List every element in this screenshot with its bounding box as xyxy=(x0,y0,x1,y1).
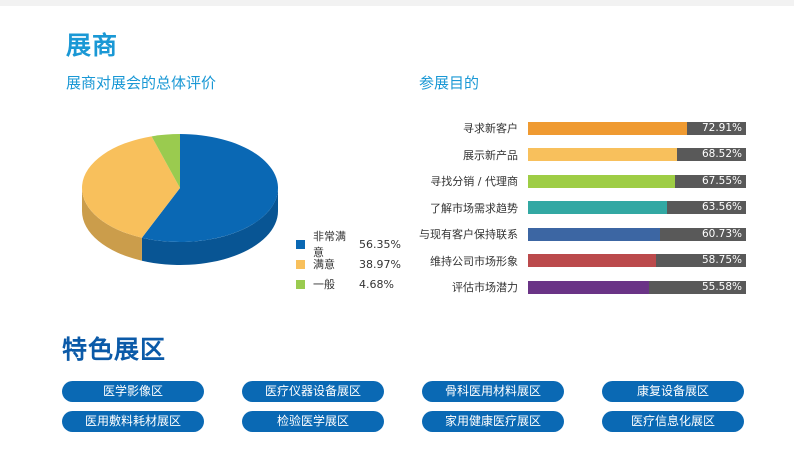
bar-row: 维持公司市场形象 58.75% xyxy=(408,251,758,271)
zone-pill[interactable]: 医用敷料耗材展区 xyxy=(62,411,204,432)
zone-pill[interactable]: 医疗信息化展区 xyxy=(602,411,744,432)
bar-track: 58.75% xyxy=(528,254,746,267)
legend-swatch xyxy=(296,279,305,289)
pie-slice-side xyxy=(141,188,278,265)
bar-fill xyxy=(528,201,667,214)
legend-label: 一般 xyxy=(313,278,335,291)
top-divider xyxy=(0,0,794,6)
bar-value: 67.55% xyxy=(701,174,742,187)
bar-track: 68.52% xyxy=(528,148,746,161)
zone-pill[interactable]: 康复设备展区 xyxy=(602,381,744,402)
legend-item: 非常满意 56.35% xyxy=(296,230,401,259)
bar-label: 与现有客户保持联系 xyxy=(419,228,518,241)
bar-row: 评估市场潜力 55.58% xyxy=(408,277,758,297)
bar-value: 72.91% xyxy=(701,121,742,134)
legend-label: 非常满意 xyxy=(313,230,346,259)
bar-value: 60.73% xyxy=(701,227,742,240)
pie-slice xyxy=(141,134,278,242)
pie-slice xyxy=(151,134,180,188)
bar-fill xyxy=(528,254,657,267)
legend-value: 38.97% xyxy=(359,257,401,271)
bar-chart-title: 参展目的 xyxy=(419,74,480,92)
bar-value: 58.75% xyxy=(701,254,742,266)
bar-label: 了解市场需求趋势 xyxy=(430,201,518,215)
bar-value: 55.58% xyxy=(701,280,742,293)
pie-chart-title: 展商对展会的总体评价 xyxy=(66,74,217,92)
bar-label: 维持公司市场形象 xyxy=(430,254,518,268)
zone-pill[interactable]: 家用健康医疗展区 xyxy=(422,411,564,432)
bar-row: 寻求新客户 72.91% xyxy=(408,118,758,138)
bar-track: 55.58% xyxy=(528,280,746,294)
bar-row: 寻找分销 / 代理商 67.55% xyxy=(408,171,758,191)
legend-item: 一般 4.68% xyxy=(296,274,401,294)
legend-value: 4.68% xyxy=(359,277,394,291)
bar-fill xyxy=(528,227,661,241)
bar-fill xyxy=(528,121,687,135)
section-title-exhibitors: 展商 xyxy=(66,31,119,60)
bar-row: 了解市场需求趋势 63.56% xyxy=(408,198,758,218)
bar-label: 寻找分销 / 代理商 xyxy=(430,175,518,188)
bar-track: 63.56% xyxy=(528,201,746,214)
bar-value: 63.56% xyxy=(701,201,742,213)
zone-pill[interactable]: 骨科医用材料展区 xyxy=(422,381,564,402)
bar-fill xyxy=(528,174,676,188)
bar-row: 与现有客户保持联系 60.73% xyxy=(408,224,758,244)
bar-label: 寻求新客户 xyxy=(463,122,518,135)
zone-pill[interactable]: 医疗仪器设备展区 xyxy=(242,381,384,402)
pie-legend: 非常满意 56.35% 满意 38.97% 一般 4.68% xyxy=(296,230,401,294)
bar-fill xyxy=(528,280,650,294)
satisfaction-pie-chart xyxy=(82,134,278,265)
bar-value: 68.52% xyxy=(701,148,742,160)
legend-value: 56.35% xyxy=(359,237,401,251)
pie-slice xyxy=(82,136,180,238)
legend-item: 满意 38.97% xyxy=(296,254,401,274)
bar-row: 展示新产品 68.52% xyxy=(408,145,758,165)
bar-fill xyxy=(528,148,678,161)
bar-label: 评估市场潜力 xyxy=(452,281,518,294)
zone-pill-grid: 医学影像区 医疗仪器设备展区 骨科医用材料展区 康复设备展区 医用敷料耗材展区 … xyxy=(62,381,744,432)
bar-track: 60.73% xyxy=(528,227,746,241)
pie-slice-side xyxy=(82,188,142,261)
bar-track: 67.55% xyxy=(528,174,746,188)
zone-pill[interactable]: 医学影像区 xyxy=(62,381,204,402)
section-title-zones: 特色展区 xyxy=(62,335,167,364)
bar-track: 72.91% xyxy=(528,121,746,135)
legend-swatch xyxy=(296,259,305,269)
bar-label: 展示新产品 xyxy=(463,148,518,162)
legend-swatch xyxy=(296,239,305,249)
purpose-bar-chart: 寻求新客户 72.91% 展示新产品 68.52% 寻找分销 / 代理商 67.… xyxy=(408,118,758,304)
legend-label: 满意 xyxy=(313,258,335,271)
zone-pill[interactable]: 检验医学展区 xyxy=(242,411,384,432)
